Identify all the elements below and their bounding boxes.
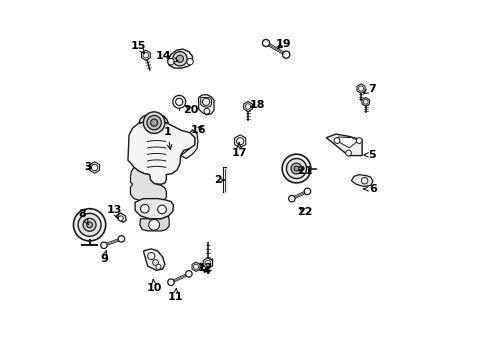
Polygon shape <box>351 175 372 186</box>
Circle shape <box>185 271 192 277</box>
Circle shape <box>143 112 164 134</box>
Polygon shape <box>130 167 166 202</box>
Circle shape <box>150 119 158 126</box>
Text: 4: 4 <box>203 266 210 276</box>
Polygon shape <box>89 162 100 173</box>
Circle shape <box>83 219 96 231</box>
Circle shape <box>147 252 155 260</box>
Circle shape <box>288 195 294 202</box>
Polygon shape <box>325 134 362 156</box>
Circle shape <box>282 51 289 58</box>
Circle shape <box>172 95 185 108</box>
Text: 18: 18 <box>249 100 264 110</box>
Circle shape <box>202 98 209 105</box>
Polygon shape <box>128 121 195 184</box>
Polygon shape <box>141 50 150 60</box>
Polygon shape <box>243 102 252 112</box>
Circle shape <box>286 158 306 179</box>
Text: 22: 22 <box>296 207 312 217</box>
Text: 12: 12 <box>197 263 212 273</box>
Circle shape <box>148 220 159 230</box>
Circle shape <box>118 216 123 221</box>
Polygon shape <box>361 98 368 106</box>
Circle shape <box>262 40 269 46</box>
Text: 6: 6 <box>363 184 377 194</box>
Circle shape <box>101 242 107 248</box>
Polygon shape <box>180 130 198 158</box>
Text: 21: 21 <box>296 166 312 176</box>
Circle shape <box>282 154 310 183</box>
Circle shape <box>236 138 244 145</box>
Circle shape <box>156 264 161 269</box>
Text: 3: 3 <box>84 162 92 172</box>
Text: 9: 9 <box>100 251 108 264</box>
Text: 8: 8 <box>79 209 88 224</box>
Circle shape <box>167 279 174 285</box>
Circle shape <box>86 222 92 228</box>
Text: 19: 19 <box>275 39 290 49</box>
Circle shape <box>167 58 174 65</box>
Circle shape <box>203 108 209 114</box>
Polygon shape <box>116 213 126 222</box>
Circle shape <box>361 177 367 184</box>
Text: 20: 20 <box>183 105 198 115</box>
Polygon shape <box>334 137 358 148</box>
Text: 14: 14 <box>156 51 178 62</box>
Polygon shape <box>143 249 164 270</box>
Text: 10: 10 <box>146 279 162 293</box>
Text: 1: 1 <box>163 127 171 149</box>
Polygon shape <box>192 262 200 271</box>
Circle shape <box>304 188 310 195</box>
Polygon shape <box>203 258 212 269</box>
Circle shape <box>290 163 301 174</box>
Polygon shape <box>201 98 211 107</box>
Circle shape <box>152 260 158 265</box>
Polygon shape <box>167 49 192 68</box>
Polygon shape <box>135 199 173 219</box>
Text: 2: 2 <box>213 175 224 185</box>
Circle shape <box>91 164 98 171</box>
Circle shape <box>175 98 183 105</box>
Circle shape <box>172 51 187 66</box>
Text: 15: 15 <box>131 41 146 54</box>
Text: 7: 7 <box>363 84 375 94</box>
Text: 5: 5 <box>363 150 375 160</box>
Circle shape <box>345 150 351 156</box>
Polygon shape <box>234 135 245 148</box>
Text: 13: 13 <box>107 206 122 219</box>
Polygon shape <box>139 115 168 123</box>
Circle shape <box>73 209 105 241</box>
Circle shape <box>186 58 193 65</box>
Circle shape <box>78 213 101 236</box>
Text: 16: 16 <box>190 125 206 135</box>
Circle shape <box>118 236 124 242</box>
Polygon shape <box>140 216 169 231</box>
Text: 17: 17 <box>231 143 246 158</box>
Circle shape <box>333 138 339 143</box>
Text: 11: 11 <box>167 288 183 302</box>
Polygon shape <box>198 95 214 115</box>
Circle shape <box>293 166 298 171</box>
Circle shape <box>140 204 149 213</box>
Polygon shape <box>356 84 365 93</box>
Circle shape <box>158 205 166 214</box>
Circle shape <box>147 116 161 130</box>
Circle shape <box>176 55 183 62</box>
Circle shape <box>356 138 362 143</box>
